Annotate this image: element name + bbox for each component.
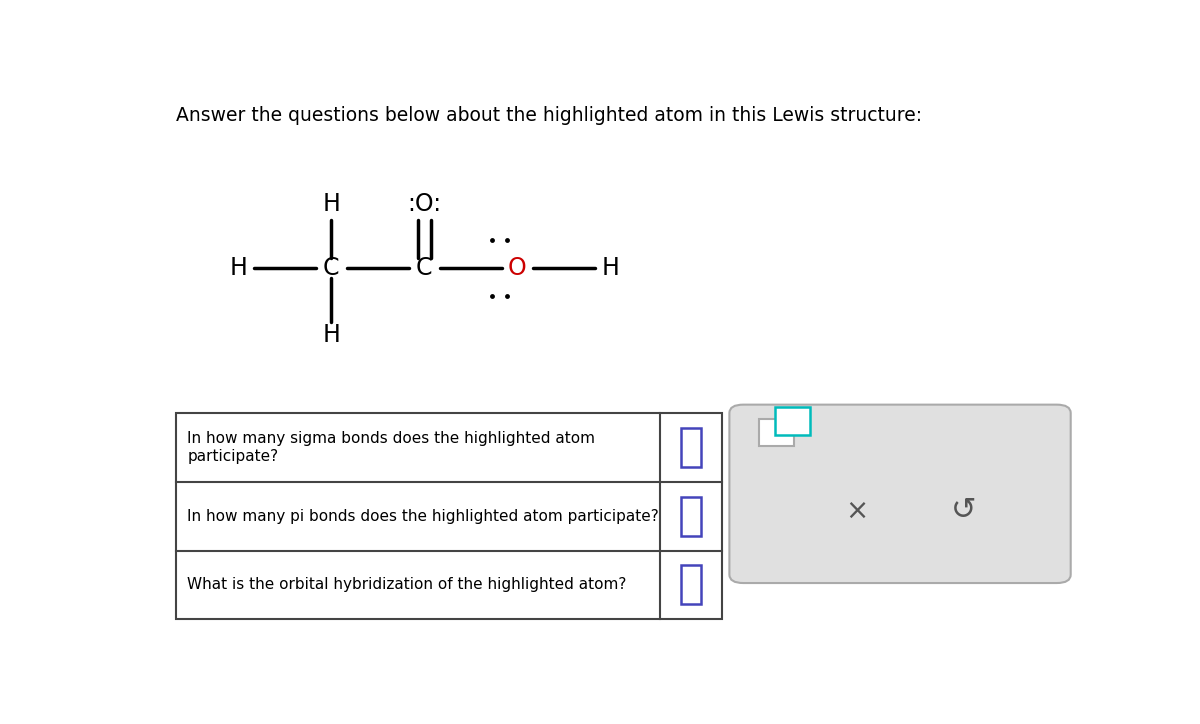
Text: H: H bbox=[601, 256, 619, 280]
FancyBboxPatch shape bbox=[730, 405, 1070, 583]
Text: ↺: ↺ bbox=[952, 496, 977, 525]
Text: C: C bbox=[416, 256, 432, 280]
Text: :O:: :O: bbox=[407, 192, 442, 216]
FancyBboxPatch shape bbox=[760, 418, 794, 447]
Text: ×: × bbox=[845, 497, 869, 525]
Text: C: C bbox=[323, 256, 340, 280]
Text: H: H bbox=[229, 256, 247, 280]
Text: In how many pi bonds does the highlighted atom participate?: In how many pi bonds does the highlighte… bbox=[187, 509, 659, 523]
Text: What is the orbital hybridization of the highlighted atom?: What is the orbital hybridization of the… bbox=[187, 578, 626, 592]
Text: O: O bbox=[508, 256, 527, 280]
FancyBboxPatch shape bbox=[176, 413, 722, 619]
Text: In how many sigma bonds does the highlighted atom
participate?: In how many sigma bonds does the highlig… bbox=[187, 432, 595, 463]
Text: Answer the questions below about the highlighted atom in this Lewis structure:: Answer the questions below about the hig… bbox=[176, 106, 922, 125]
Text: H: H bbox=[323, 323, 341, 347]
FancyBboxPatch shape bbox=[775, 408, 810, 435]
FancyBboxPatch shape bbox=[680, 565, 701, 605]
FancyBboxPatch shape bbox=[680, 428, 701, 467]
FancyBboxPatch shape bbox=[680, 497, 701, 536]
Text: H: H bbox=[323, 192, 341, 216]
